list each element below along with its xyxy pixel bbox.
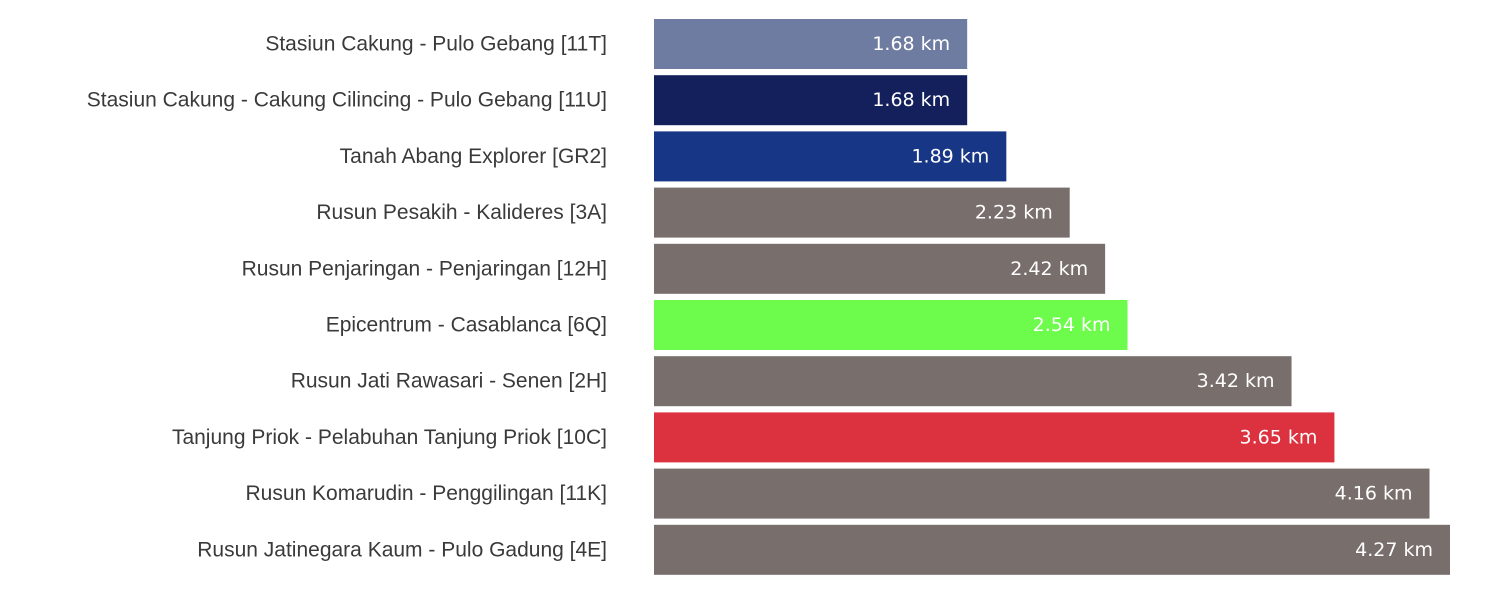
bar bbox=[654, 187, 1070, 238]
value-label: 1.68 km bbox=[872, 33, 950, 55]
category-label: Tanah Abang Explorer [GR2] bbox=[340, 145, 607, 168]
value-label: 4.16 km bbox=[1335, 483, 1413, 505]
bar bbox=[654, 75, 968, 126]
category-label: Rusun Komarudin - Penggilingan [11K] bbox=[245, 482, 607, 505]
bar bbox=[654, 524, 1450, 575]
bar bbox=[654, 468, 1430, 519]
category-label: Tanjung Priok - Pelabuhan Tanjung Priok … bbox=[172, 426, 607, 449]
category-label: Rusun Penjaringan - Penjaringan [12H] bbox=[242, 257, 607, 280]
value-label: 3.65 km bbox=[1240, 426, 1318, 448]
category-label: Rusun Pesakih - Kalideres [3A] bbox=[316, 201, 607, 224]
value-label: 1.68 km bbox=[872, 89, 950, 111]
value-label: 1.89 km bbox=[911, 145, 989, 167]
value-label: 2.42 km bbox=[1010, 258, 1088, 280]
value-label: 2.23 km bbox=[975, 202, 1053, 224]
value-label: 2.54 km bbox=[1033, 314, 1111, 336]
category-label: Epicentrum - Casablanca [6Q] bbox=[326, 314, 607, 337]
bar bbox=[654, 131, 1007, 182]
category-label: Stasiun Cakung - Cakung Cilincing - Pulo… bbox=[87, 89, 607, 112]
bar bbox=[654, 300, 1128, 350]
bar bbox=[654, 412, 1335, 463]
category-label: Rusun Jati Rawasari - Senen [2H] bbox=[291, 370, 607, 393]
value-label: 3.42 km bbox=[1197, 370, 1275, 392]
bar bbox=[654, 356, 1292, 407]
value-label: 4.27 km bbox=[1355, 539, 1433, 561]
category-label: Stasiun Cakung - Pulo Gebang [11T] bbox=[265, 33, 607, 56]
bar bbox=[654, 19, 968, 69]
category-label: Rusun Jatinegara Kaum - Pulo Gadung [4E] bbox=[197, 538, 607, 561]
bar bbox=[654, 243, 1106, 294]
